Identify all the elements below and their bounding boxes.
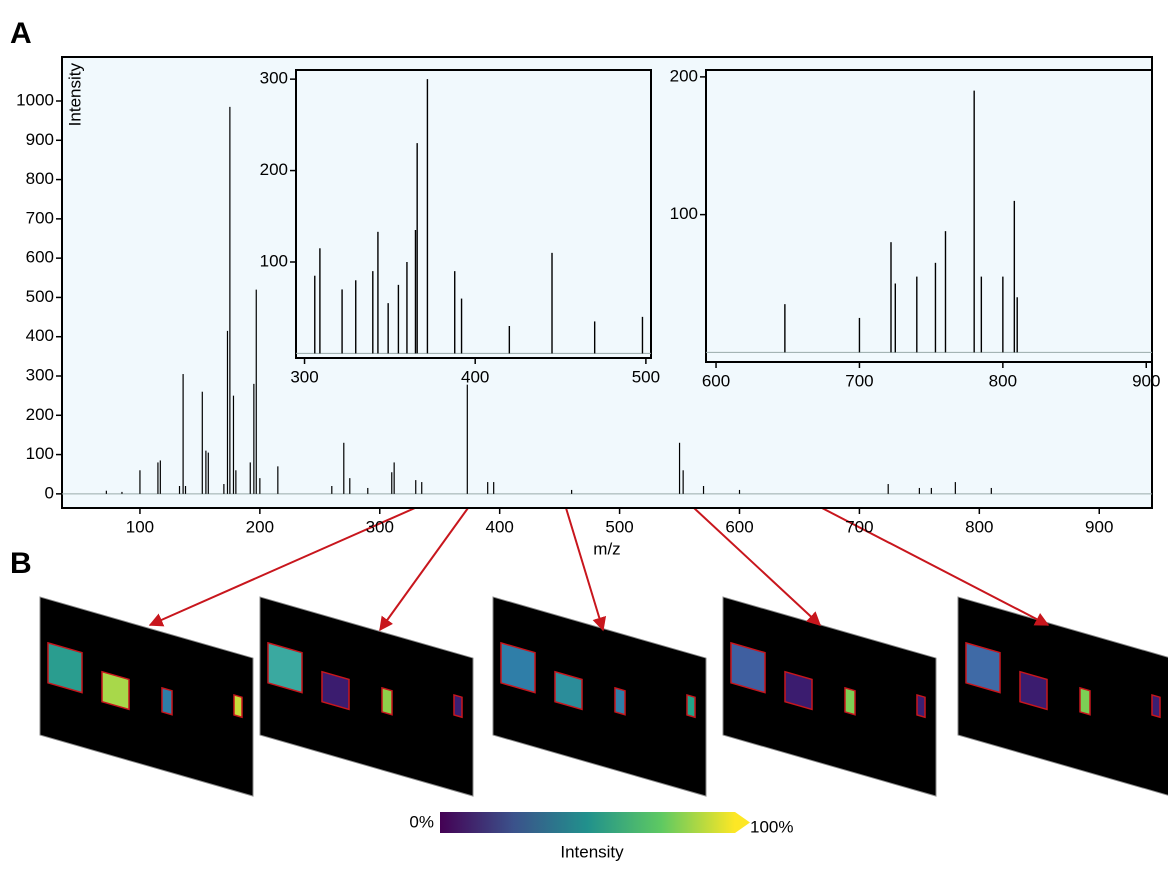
ion-image bbox=[722, 596, 937, 797]
sample-region bbox=[686, 693, 696, 719]
sample-region bbox=[1079, 686, 1091, 716]
sample-region bbox=[614, 686, 626, 716]
x-tick-label: 600 bbox=[702, 371, 730, 390]
y-tick-label: 400 bbox=[26, 326, 54, 345]
image-plane bbox=[492, 596, 707, 797]
y-tick-label: 800 bbox=[26, 169, 54, 188]
y-tick-label: 100 bbox=[670, 204, 698, 223]
colorbar-label: Intensity bbox=[560, 842, 624, 861]
x-tick-label: 200 bbox=[246, 517, 274, 536]
ion-images bbox=[39, 596, 1168, 797]
sample-region bbox=[500, 641, 536, 694]
sample-region bbox=[453, 693, 463, 719]
x-tick-label: 800 bbox=[989, 371, 1017, 390]
y-tick-label: 300 bbox=[260, 69, 288, 88]
sample-region bbox=[784, 670, 813, 711]
y-tick-label: 200 bbox=[670, 66, 698, 85]
sample-region bbox=[1019, 670, 1048, 711]
sample-region bbox=[730, 641, 766, 694]
y-tick-label: 600 bbox=[26, 248, 54, 267]
x-tick-label: 400 bbox=[461, 367, 489, 386]
sample-region bbox=[1151, 693, 1161, 719]
y-tick-label: 100 bbox=[26, 444, 54, 463]
y-tick-label: 0 bbox=[45, 483, 54, 502]
sample-region bbox=[965, 641, 1001, 694]
sample-region bbox=[233, 693, 243, 719]
spectrum-chart: 100 200 600 700 800 900 bbox=[670, 66, 1161, 390]
sample-region bbox=[101, 670, 130, 711]
sample-region bbox=[161, 686, 173, 716]
x-axis-label: m/z bbox=[593, 539, 620, 558]
y-tick-label: 700 bbox=[26, 208, 54, 227]
ion-image bbox=[492, 596, 707, 797]
plot-area bbox=[705, 69, 1153, 363]
sample-region bbox=[844, 686, 856, 716]
image-plane bbox=[39, 596, 254, 797]
x-tick-label: 900 bbox=[1085, 517, 1113, 536]
colorbar-tick-label: 100% bbox=[750, 817, 793, 836]
x-tick-label: 600 bbox=[725, 517, 753, 536]
x-tick-label: 700 bbox=[845, 371, 873, 390]
y-tick-label: 1000 bbox=[16, 90, 54, 109]
spectrum-chart: 100 200 300 300 400 500 bbox=[260, 69, 660, 387]
sample-region bbox=[267, 641, 303, 694]
sample-region bbox=[554, 670, 583, 711]
ion-image bbox=[259, 596, 474, 797]
sample-region bbox=[381, 686, 393, 716]
y-tick-label: 100 bbox=[260, 251, 288, 270]
arrows bbox=[148, 507, 1050, 632]
x-tick-label: 700 bbox=[845, 517, 873, 536]
sample-region bbox=[916, 693, 926, 719]
panel-label: A bbox=[10, 17, 32, 50]
panel-label: B bbox=[10, 547, 32, 580]
x-tick-label: 800 bbox=[965, 517, 993, 536]
x-tick-label: 500 bbox=[632, 367, 660, 386]
image-plane bbox=[722, 596, 937, 797]
y-tick-label: 200 bbox=[260, 160, 288, 179]
y-tick-label: 500 bbox=[26, 287, 54, 306]
colorbar-tick-label: 0% bbox=[409, 812, 434, 831]
sample-region bbox=[321, 670, 350, 711]
x-tick-label: 300 bbox=[290, 367, 318, 386]
image-plane bbox=[259, 596, 474, 797]
plot-area bbox=[295, 69, 652, 359]
x-tick-label: 500 bbox=[605, 517, 633, 536]
y-tick-label: 300 bbox=[26, 365, 54, 384]
ion-image bbox=[39, 596, 254, 797]
y-axis-label: Intensity bbox=[65, 63, 84, 127]
x-tick-label: 400 bbox=[485, 517, 513, 536]
y-tick-label: 900 bbox=[26, 130, 54, 149]
x-tick-label: 100 bbox=[126, 517, 154, 536]
x-tick-label: 900 bbox=[1132, 371, 1160, 390]
y-tick-label: 200 bbox=[26, 405, 54, 424]
x-tick-label: 300 bbox=[366, 517, 394, 536]
colorbar-extend bbox=[735, 812, 750, 833]
colorbar bbox=[440, 812, 735, 833]
ion-image bbox=[957, 596, 1168, 797]
sample-region bbox=[47, 641, 83, 694]
image-plane bbox=[957, 596, 1168, 797]
